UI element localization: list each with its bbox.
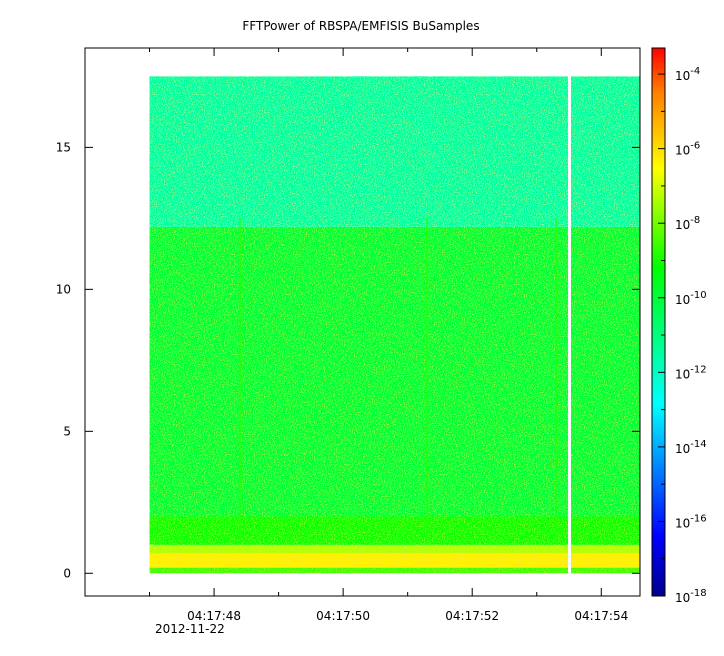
colorbar-tick-label: 10-12 [675,364,707,381]
spectrogram-streaks [238,218,558,544]
y-axis: 0 5 10 15 [56,140,640,580]
spectrogram-band [149,76,640,227]
y-tick-label: 0 [63,566,71,580]
colorbar-tick-label: 10-4 [675,66,700,83]
data-gap [568,76,572,574]
x-tick-label: 04:17:48 [187,609,241,623]
spectrogram-bands [149,76,640,574]
spectrogram-band [149,516,640,545]
y-tick-label: 10 [56,282,71,296]
spectrogram-band [149,567,640,574]
colorbar-tick-label: 10-10 [675,290,707,307]
plot-frame [84,47,641,597]
x-tick-label: 04:17:50 [316,609,370,623]
x-tick-label: 04:17:52 [445,609,499,623]
y-tick-label: 15 [56,140,71,154]
spectrogram-band [149,553,640,568]
colorbar-tick-label: 10-18 [675,588,707,605]
colorbar-tick-label: 10-16 [675,513,707,530]
colorbar-tick-label: 10-14 [675,439,707,456]
chart-title: FFTPower of RBSPA/EMFISIS BuSamples [242,19,479,33]
colorbar-ticks: 10-4 10-6 10-8 10-10 10-12 10-14 10-16 10-18 [658,66,707,605]
colorbar-tick-label: 10-6 [675,141,700,158]
spectrogram-band [149,544,640,554]
colorbar-tick-label: 10-8 [675,215,700,232]
spectrogram-band [149,226,640,517]
x-axis: 2012-11-22 04:17:48 04:17:50 04:17:52 04:17… [84,48,628,636]
colorbar: 10-4 10-6 10-8 10-10 10-12 10-14 10-16 10-18 [651,47,707,605]
y-tick-label: 5 [63,424,71,438]
x-date-label: 2012-11-22 [155,622,225,636]
colorbar-gradient [651,47,666,597]
plot-area [84,47,641,597]
x-tick-label: 04:17:54 [574,609,628,623]
